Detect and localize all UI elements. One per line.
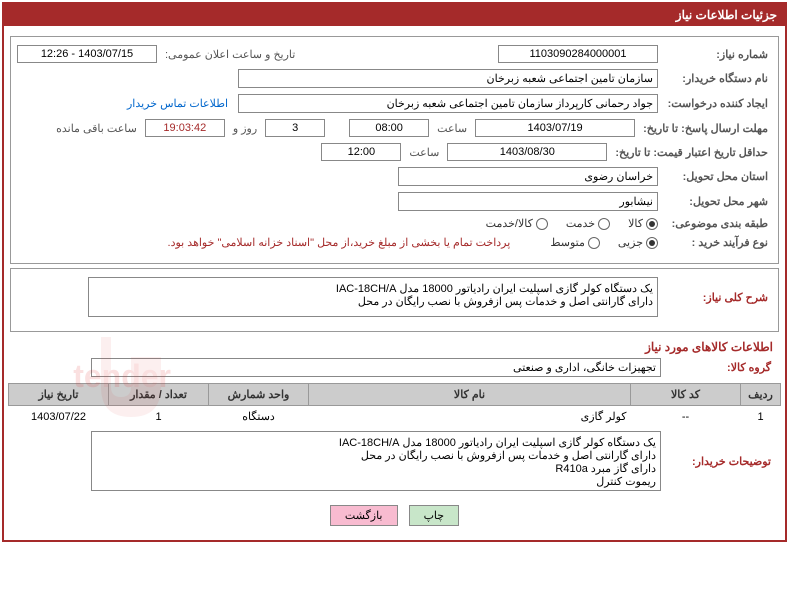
city-label: شهر محل تحویل: xyxy=(662,195,772,208)
th-qty: تعداد / مقدار xyxy=(109,384,209,406)
province-field: خراسان رضوی xyxy=(398,167,658,186)
desc-textarea[interactable]: یک دستگاه کولر گازی اسپلیت ایران رادیاتو… xyxy=(88,277,658,317)
radio-medium[interactable] xyxy=(588,237,600,249)
print-button[interactable]: چاپ xyxy=(409,505,460,526)
desc-label: شرح کلی نیاز: xyxy=(662,291,772,304)
explain-label: توضیحات خریدار: xyxy=(665,455,775,468)
need-no-field: 1103090284000001 xyxy=(498,45,658,63)
radio-both[interactable] xyxy=(536,218,548,230)
requester-label: ایجاد کننده درخواست: xyxy=(662,97,772,110)
validity-date-field: 1403/08/30 xyxy=(447,143,607,161)
back-button[interactable]: بازگشت xyxy=(330,505,398,526)
process-label: نوع فرآیند خرید : xyxy=(662,236,772,249)
remaining-label: ساعت باقی مانده xyxy=(52,122,141,135)
time-label-1: ساعت xyxy=(433,122,471,135)
announce-field: 1403/07/15 - 12:26 xyxy=(17,45,157,63)
category-label: طبقه بندی موضوعی: xyxy=(662,217,772,230)
th-code: کد کالا xyxy=(631,384,741,406)
cell-qty: 1 xyxy=(109,406,209,428)
payment-note: پرداخت تمام یا بخشی از مبلغ خرید،از محل … xyxy=(162,236,517,249)
description-box: شرح کلی نیاز: یک دستگاه کولر گازی اسپلیت… xyxy=(10,268,779,332)
need-no-label: شماره نیاز: xyxy=(662,48,772,61)
announce-label: تاریخ و ساعت اعلان عمومی: xyxy=(161,48,299,61)
items-table: ردیف کد کالا نام کالا واحد شمارش تعداد /… xyxy=(8,383,781,427)
items-section-title: اطلاعات کالاهای مورد نیاز xyxy=(8,336,781,358)
deadline-label: مهلت ارسال پاسخ: تا تاریخ: xyxy=(639,122,772,135)
contact-link[interactable]: اطلاعات تماس خریدار xyxy=(121,97,234,110)
buyer-org-label: نام دستگاه خریدار: xyxy=(662,72,772,85)
province-label: استان محل تحویل: xyxy=(662,170,772,183)
cell-row: 1 xyxy=(741,406,781,428)
days-field: 3 xyxy=(265,119,325,137)
th-unit: واحد شمارش xyxy=(209,384,309,406)
radio-service-label: خدمت xyxy=(566,217,595,230)
radio-both-label: کالا/خدمت xyxy=(486,217,533,230)
process-radios: جزیی متوسط xyxy=(550,236,658,249)
details-box: tender شماره نیاز: 1103090284000001 تاری… xyxy=(10,36,779,264)
countdown-field: 19:03:42 xyxy=(145,119,225,137)
radio-medium-label: متوسط xyxy=(550,236,585,249)
validity-label: حداقل تاریخ اعتبار قیمت: تا تاریخ: xyxy=(611,146,772,159)
deadline-date-field: 1403/07/19 xyxy=(475,119,635,137)
th-name: نام کالا xyxy=(309,384,631,406)
requester-field: جواد رحمانی کارپرداز سازمان تامین اجتماع… xyxy=(238,94,658,113)
time-label-2: ساعت xyxy=(405,146,443,159)
city-field: نیشابور xyxy=(398,192,658,211)
cell-unit: دستگاه xyxy=(209,406,309,428)
explain-textarea[interactable]: یک دستگاه کولر گازی اسپلیت ایران رادیاتو… xyxy=(91,431,661,491)
group-label: گروه کالا: xyxy=(665,361,775,374)
panel-header: جزئیات اطلاعات نیاز xyxy=(4,4,785,26)
group-field: تجهیزات خانگی، اداری و صنعتی xyxy=(91,358,661,377)
table-row: 1 -- کولر گازی دستگاه 1 1403/07/22 xyxy=(9,406,781,428)
radio-small-label: جزیی xyxy=(618,236,643,249)
cell-code: -- xyxy=(631,406,741,428)
radio-goods[interactable] xyxy=(646,218,658,230)
button-row: چاپ بازگشت xyxy=(8,497,781,534)
th-date: تاریخ نیاز xyxy=(9,384,109,406)
deadline-time-field: 08:00 xyxy=(349,119,429,137)
radio-goods-label: کالا xyxy=(628,217,643,230)
validity-time-field: 12:00 xyxy=(321,143,401,161)
radio-small[interactable] xyxy=(646,237,658,249)
buyer-org-field: سازمان تامین اجتماعی شعبه زبرخان xyxy=(238,69,658,88)
cell-name: کولر گازی xyxy=(309,406,631,428)
cell-date: 1403/07/22 xyxy=(9,406,109,428)
category-radios: کالا خدمت کالا/خدمت xyxy=(486,217,658,230)
th-row: ردیف xyxy=(741,384,781,406)
days-label: روز و xyxy=(229,122,261,135)
radio-service[interactable] xyxy=(598,218,610,230)
